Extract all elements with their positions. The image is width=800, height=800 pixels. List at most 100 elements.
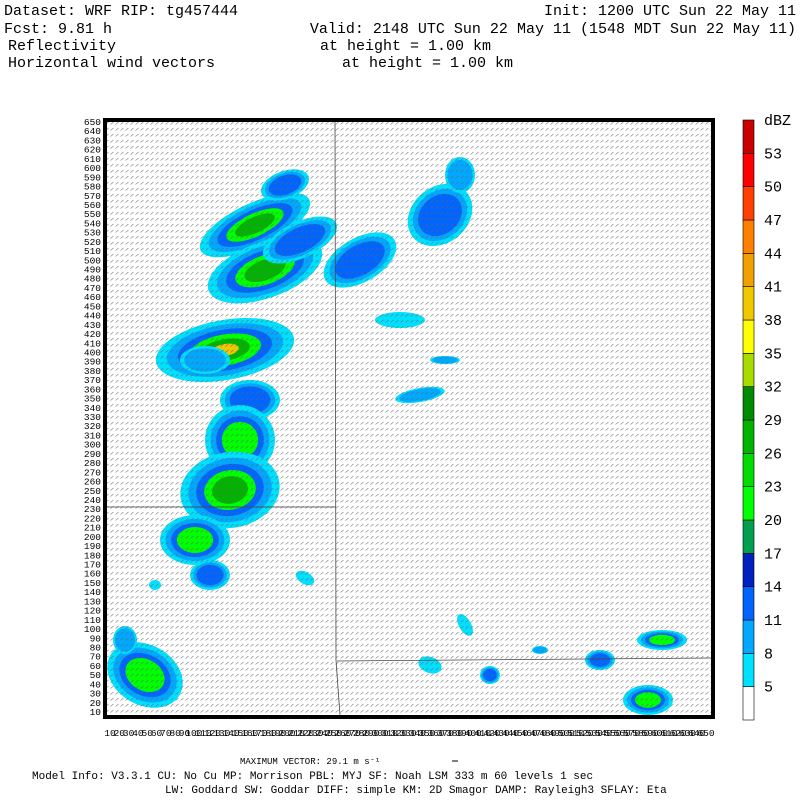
x-tick-label: 280 — [353, 728, 370, 739]
colorbar-label: 35 — [764, 346, 782, 363]
colorbar-band — [742, 186, 755, 221]
x-tick-label: 80 — [169, 728, 181, 739]
x-tick-label: 180 — [260, 728, 277, 739]
y-tick-label: 570 — [84, 191, 101, 202]
x-tick-label: 540 — [595, 728, 612, 739]
y-tick-label: 580 — [84, 182, 101, 193]
y-tick-label: 480 — [84, 274, 101, 285]
x-tick-label: 510 — [567, 728, 584, 739]
y-tick-label: 540 — [84, 218, 101, 229]
colorbar-unit: dBZ — [764, 113, 791, 130]
x-tick-label: 500 — [558, 728, 575, 739]
x-tick-label: 330 — [399, 728, 416, 739]
x-tick-label: 350 — [418, 728, 435, 739]
y-tick-label: 280 — [84, 458, 101, 469]
x-tick-label: 60 — [151, 728, 163, 739]
x-tick-label: 630 — [679, 728, 696, 739]
y-tick-label: 80 — [90, 642, 102, 653]
x-tick-label: 240 — [316, 728, 333, 739]
y-tick-label: 250 — [84, 486, 101, 497]
y-tick-label: 380 — [84, 366, 101, 377]
x-tick-label: 250 — [325, 728, 342, 739]
y-tick-label: 470 — [84, 283, 101, 294]
colorbar-label: 32 — [764, 380, 782, 397]
y-tick-label: 500 — [84, 255, 101, 266]
y-tick-label: 200 — [84, 532, 101, 543]
y-tick-label: 150 — [84, 578, 101, 589]
field-2: Horizontal wind vectors — [8, 55, 215, 72]
y-tick-label: 650 — [84, 117, 101, 128]
y-tick-label: 450 — [84, 301, 101, 312]
colorbar-band — [742, 319, 755, 354]
colorbar-band — [742, 253, 755, 287]
x-tick-label: 10 — [104, 728, 116, 739]
y-tick-label: 130 — [84, 596, 101, 607]
y-tick-label: 350 — [84, 394, 101, 405]
y-tick-label: 110 — [84, 615, 101, 626]
y-tick-label: 340 — [84, 403, 101, 414]
y-tick-label: 20 — [90, 698, 102, 709]
x-tick-label: 50 — [142, 728, 154, 739]
colorbar-label: 44 — [764, 246, 782, 263]
y-tick-label: 10 — [90, 707, 102, 718]
x-tick-label: 570 — [623, 728, 640, 739]
field-1-level: at height = 1.00 km — [320, 38, 491, 55]
colorbar-label: 20 — [764, 513, 782, 530]
y-tick-label: 490 — [84, 265, 101, 276]
colorbar-band — [742, 586, 755, 621]
y-tick-label: 530 — [84, 228, 101, 239]
y-tick-label: 620 — [84, 145, 101, 156]
y-tick-label: 430 — [84, 320, 101, 331]
colorbar-label: 14 — [764, 580, 782, 597]
y-tick-label: 270 — [84, 467, 101, 478]
colorbar-band — [742, 486, 755, 521]
x-tick-label: 450 — [511, 728, 528, 739]
init-time: Init: 1200 UTC Sun 22 May 11 — [544, 3, 796, 20]
state-border — [336, 657, 712, 662]
x-tick-label: 490 — [548, 728, 565, 739]
model-info-2: LW: Goddard SW: Goddar DIFF: simple KM: … — [165, 785, 667, 797]
x-tick-label: 590 — [642, 728, 659, 739]
x-tick-label: 230 — [306, 728, 323, 739]
colorbar-band — [742, 619, 755, 654]
colorbar-label: 41 — [764, 280, 782, 297]
y-tick-label: 600 — [84, 163, 101, 174]
x-tick-label: 620 — [670, 728, 687, 739]
y-tick-label: 440 — [84, 311, 101, 322]
x-tick-label: 420 — [483, 728, 500, 739]
colorbar-band — [742, 286, 755, 321]
colorbar-label: 11 — [764, 613, 782, 630]
x-tick-label: 430 — [493, 728, 510, 739]
x-tick-label: 200 — [278, 728, 295, 739]
colorbar-band — [742, 153, 755, 187]
x-tick-label: 210 — [288, 728, 305, 739]
x-tick-label: 380 — [446, 728, 463, 739]
colorbar-band — [742, 419, 755, 454]
y-tick-label: 120 — [84, 606, 101, 617]
y-tick-label: 420 — [84, 329, 101, 340]
x-tick-label: 650 — [697, 728, 714, 739]
x-tick-label: 120 — [204, 728, 221, 739]
valid-time: Valid: 2148 UTC Sun 22 May 11 (1548 MDT … — [310, 21, 796, 38]
y-tick-label: 310 — [84, 430, 101, 441]
colorbar-band — [742, 553, 755, 587]
x-tick-label: 370 — [437, 728, 454, 739]
model-info: Model Info: V3.3.1 CU: No Cu MP: Morriso… — [32, 771, 593, 783]
x-tick-label: 270 — [344, 728, 361, 739]
x-tick-label: 140 — [223, 728, 240, 739]
colorbar-label: 17 — [764, 546, 782, 563]
y-tick-label: 190 — [84, 541, 101, 552]
y-tick-label: 240 — [84, 495, 101, 506]
colorbar-label: 38 — [764, 313, 782, 330]
x-tick-label: 400 — [465, 728, 482, 739]
x-tick-label: 460 — [521, 728, 538, 739]
colorbar-label: 8 — [764, 646, 773, 663]
x-tick-label: 530 — [586, 728, 603, 739]
borders — [107, 121, 712, 716]
y-tick-label: 300 — [84, 440, 101, 451]
y-tick-label: 100 — [84, 624, 101, 635]
y-tick-label: 160 — [84, 569, 101, 580]
x-tick-label: 550 — [604, 728, 621, 739]
field-2-level: at height = 1.00 km — [342, 55, 513, 72]
